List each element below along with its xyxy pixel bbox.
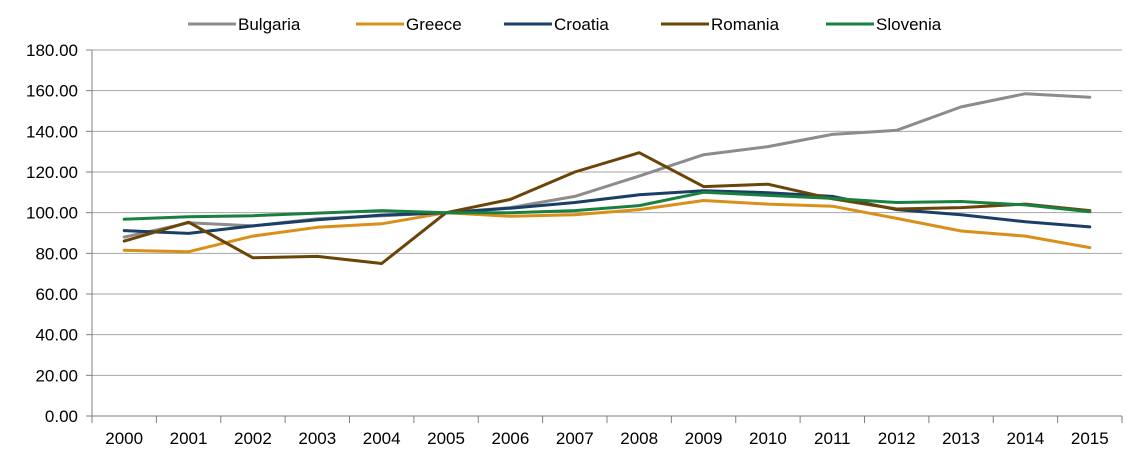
legend-label-croatia: Croatia <box>554 15 609 34</box>
x-tick-label: 2014 <box>1007 429 1045 448</box>
legend-label-greece: Greece <box>406 15 462 34</box>
legend: Bulgaria Greece Croatia Romania Slovenia <box>188 15 942 34</box>
series-line-slovenia <box>122 190 1092 221</box>
x-tick-label: 2004 <box>363 429 401 448</box>
x-tick-label: 2006 <box>492 429 530 448</box>
x-tick-label: 2002 <box>234 429 272 448</box>
series-line-croatia <box>122 189 1092 235</box>
y-tick-label: 40.00 <box>35 326 78 345</box>
y-tick-label: 140.00 <box>26 122 78 141</box>
x-tick-label: 2000 <box>105 429 143 448</box>
x-tick-label: 2015 <box>1071 429 1109 448</box>
x-tick-label: 2010 <box>749 429 787 448</box>
series-lines <box>122 92 1092 265</box>
y-tick-label: 120.00 <box>26 163 78 182</box>
x-tick-label: 2005 <box>427 429 465 448</box>
x-tick-label: 2003 <box>298 429 336 448</box>
legend-label-romania: Romania <box>711 15 780 34</box>
y-tick-label: 60.00 <box>35 285 78 304</box>
legend-label-slovenia: Slovenia <box>876 15 942 34</box>
x-axis: 2000 2001 2002 2003 2004 2005 2006 2007 2008 2009… <box>91 415 1123 448</box>
x-tick-label: 2013 <box>942 429 980 448</box>
y-tick-label: 20.00 <box>35 366 78 385</box>
y-tick-label: 100.00 <box>26 204 78 223</box>
y-tick-label: 80.00 <box>35 244 78 263</box>
x-tick-label: 2011 <box>814 429 851 448</box>
series-line-romania <box>122 151 1092 265</box>
x-tick-label: 2007 <box>556 429 594 448</box>
x-tick-label: 2012 <box>878 429 916 448</box>
y-axis: 0.00 20.00 40.00 60.00 80.00 100.00 120.00 140.… <box>26 41 93 426</box>
y-tick-label: 0.00 <box>45 407 78 426</box>
legend-label-bulgaria: Bulgaria <box>238 15 301 34</box>
x-tick-label: 2008 <box>620 429 658 448</box>
series-line-greece <box>122 199 1092 254</box>
x-tick-label: 2001 <box>170 429 208 448</box>
x-tick-label: 2009 <box>685 429 723 448</box>
y-tick-label: 180.00 <box>26 41 78 60</box>
y-tick-label: 160.00 <box>26 82 78 101</box>
